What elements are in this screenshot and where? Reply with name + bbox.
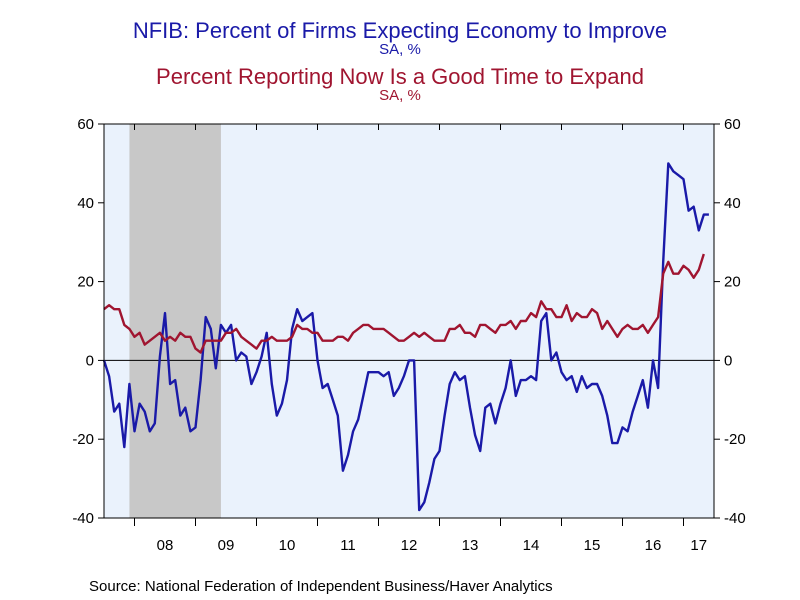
series-line-2 [103,253,705,354]
chart-title-units: SA, % [379,41,421,58]
x-tick-label: 15 [584,537,601,554]
y-tick-label-right: -20 [724,431,746,448]
y-tick-label-right: 40 [724,195,741,212]
x-tick-label: 14 [523,537,540,554]
chart-title-2-units: SA, % [379,87,421,104]
x-tick-label: 17 [690,537,707,554]
x-tick-label: 09 [218,537,235,554]
y-tick-label-left: 40 [77,195,94,212]
x-tick-label: 11 [340,537,356,554]
x-tick-label: 12 [401,537,418,554]
y-tick-label-right: 20 [724,274,741,291]
y-tick-label-right: 0 [724,352,732,369]
y-tick-label-left: -40 [72,510,94,527]
y-tick-label-left: 20 [77,274,94,291]
y-tick-label-right: 60 [724,116,741,133]
chart-title-2: Percent Reporting Now Is a Good Time to … [156,64,644,89]
y-tick-label-left: -20 [72,431,94,448]
chart-title: NFIB: Percent of Firms Expecting Economy… [132,18,668,43]
x-tick-label: 10 [279,537,296,554]
y-tick-label-left: 0 [86,352,94,369]
x-tick-label: 16 [645,537,662,554]
chart-source: Source: National Federation of Independe… [89,578,553,595]
x-tick-label: 13 [462,537,479,554]
y-tick-label-left: 60 [77,116,94,133]
y-tick-label-right: -40 [724,510,746,527]
x-tick-label: 08 [157,537,174,554]
plot-frame [103,123,715,519]
series-line-1 [102,162,709,512]
